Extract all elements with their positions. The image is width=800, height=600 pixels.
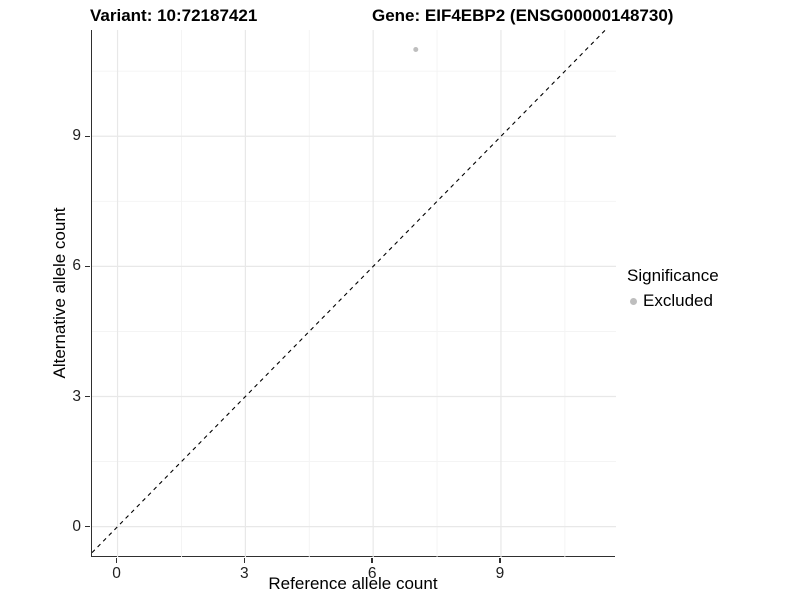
- x-tick-label: 9: [495, 565, 505, 582]
- y-tick-label: 0: [72, 517, 81, 535]
- plot-panel: [91, 30, 616, 557]
- data-point: [413, 47, 419, 53]
- y-tick-mark: [84, 525, 90, 528]
- y-tick-mark: [84, 135, 90, 138]
- x-tick-mark: [115, 558, 118, 563]
- y-tick-mark: [84, 395, 90, 398]
- x-tick-label: 6: [367, 565, 377, 582]
- identity-dashed-line: [92, 30, 606, 554]
- x-tick-mark: [371, 558, 373, 563]
- legend-item-excluded: Excluded: [630, 291, 719, 311]
- y-tick-label: 6: [72, 257, 81, 275]
- y-tick-label: 9: [72, 127, 81, 145]
- scatter-canvas: [92, 30, 616, 557]
- legend-title: Significance: [627, 266, 719, 285]
- legend-point-icon: [630, 297, 637, 305]
- y-tick-label: 3: [72, 387, 81, 405]
- x-axis-title: Reference allele count: [268, 574, 438, 593]
- legend: Significance Excluded: [627, 266, 719, 311]
- x-tick-label: 3: [240, 565, 249, 582]
- x-tick-mark: [499, 558, 501, 563]
- plot-title-variant: Variant: 10:72187421: [90, 6, 258, 25]
- y-axis-title: Alternative allele count: [50, 207, 69, 379]
- plot-title-gene: Gene: EIF4EBP2 (ENSG00000148730): [372, 6, 674, 25]
- x-tick-mark: [243, 558, 246, 563]
- x-tick-label: 0: [112, 565, 121, 582]
- y-tick-mark: [84, 265, 90, 268]
- legend-item-label: Excluded: [643, 291, 713, 310]
